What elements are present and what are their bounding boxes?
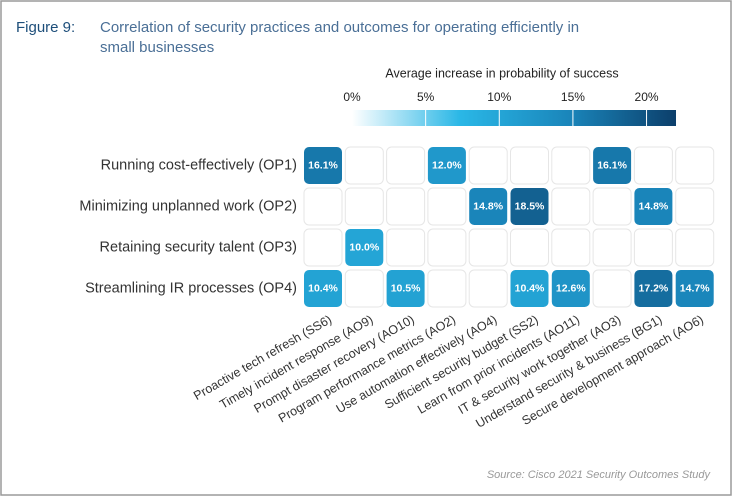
empty-cell [510,228,549,267]
cell [675,270,714,307]
empty-cell [427,187,467,226]
empty-cell [303,228,343,267]
row-label: Retaining security talent (OP3) [100,239,297,255]
empty-cell [551,146,591,185]
empty-cell [386,146,426,185]
cell-label: 10.4% [308,282,338,294]
colorbar-tick-label: 5% [417,90,435,104]
cell [551,270,590,307]
figure-label: Figure 9: [16,19,75,36]
row-label: Running cost-effectively (OP1) [101,157,297,173]
empty-cell [344,146,384,185]
cell [469,188,508,225]
empty-cell [344,269,384,308]
cell-label: 14.8% [473,200,503,212]
cell-label: 12.0% [432,159,462,171]
empty-cell [551,228,591,267]
empty-cell [633,228,673,267]
colorbar-tick-label: 15% [561,90,585,104]
colorbar-tick-label: 10% [487,90,511,104]
colorbar-title: Average increase in probability of succe… [385,66,618,80]
empty-cell [510,146,549,185]
cell [634,188,673,225]
cell-label: 10.4% [515,282,545,294]
empty-cell [344,187,384,226]
chart-title: Correlation of security practices and ou… [100,19,579,56]
cell-label: 18.5% [515,200,545,212]
cell-label: 14.8% [639,200,669,212]
empty-cell [551,187,591,226]
cell-label: 14.7% [680,282,710,294]
colorbar [352,110,676,126]
empty-cell [633,146,673,185]
row-label: Minimizing unplanned work (OP2) [79,198,297,214]
empty-cell [468,146,508,185]
cell-label: 12.6% [556,282,586,294]
empty-cell [427,228,467,267]
colorbar-tick-label: 0% [343,90,361,104]
row-label: Streamlining IR processes (OP4) [85,280,297,296]
empty-cell [468,228,508,267]
cell-label: 17.2% [639,282,669,294]
cell [510,188,549,225]
empty-cell [675,228,715,267]
cell-label: 16.1% [597,159,627,171]
cell [593,147,632,184]
cell [510,270,549,307]
cell [304,147,342,184]
empty-cell [303,187,343,226]
cell-label: 10.5% [391,282,421,294]
cell [427,147,466,184]
cell [386,270,425,307]
empty-cell [386,187,426,226]
empty-cell [592,228,632,267]
empty-cell [675,187,715,226]
cell-label: 10.0% [349,241,379,253]
cell [634,270,673,307]
empty-cell [592,187,632,226]
empty-cell [427,269,467,308]
colorbar-tick-label: 20% [635,90,659,104]
empty-cell [675,146,715,185]
cell-label: 16.1% [308,159,338,171]
empty-cell [592,269,632,308]
empty-cell [386,228,426,267]
cell [304,270,342,307]
source: Source: Cisco 2021 Security Outcomes Stu… [487,469,712,481]
empty-cell [468,269,508,308]
cell [345,229,384,266]
